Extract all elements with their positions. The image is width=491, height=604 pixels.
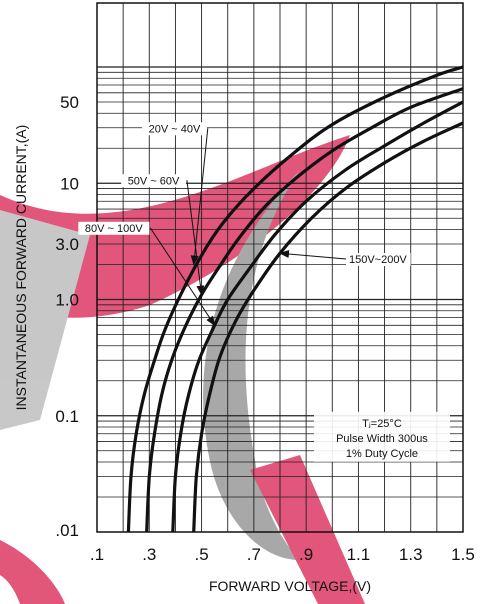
annotation-label-bg xyxy=(345,253,411,267)
series-curve-4 xyxy=(192,121,463,532)
y-tick-label: 1.0 xyxy=(55,291,79,310)
annotation-2: 50V ~ 60V xyxy=(121,174,205,296)
y-tick-label: 50 xyxy=(60,93,79,112)
annotation-label-bg xyxy=(142,122,207,136)
annotation-arrow xyxy=(186,180,205,296)
y-axis-title: INSTANTANEOUS FORWARD CURRENT,(A) xyxy=(13,125,29,411)
annotations: 20V ~ 40V 50V ~ 60V 80V ~ 100V 150V~200V xyxy=(78,122,411,327)
annotation-3: 80V ~ 100V xyxy=(78,221,216,327)
curves xyxy=(126,65,463,532)
series-curve-2 xyxy=(145,87,463,532)
y-tick-label: 3.0 xyxy=(55,235,79,254)
annotation-arrow xyxy=(279,250,347,260)
conditions-bg xyxy=(313,411,450,462)
annotation-label-bg xyxy=(78,221,150,235)
x-tick-label: 1.1 xyxy=(347,545,371,564)
x-tick-label: .5 xyxy=(194,545,208,564)
annotation-label: 150V~200V xyxy=(349,254,407,266)
annotation-label-bg xyxy=(121,174,186,188)
y-tick-label: 10 xyxy=(60,174,79,193)
x-tick-label: 1.3 xyxy=(399,545,423,564)
watermark-gray-wedge xyxy=(0,210,90,430)
condition-line-1: Tⱼ=25°C xyxy=(362,418,402,430)
x-tick-label: 1.5 xyxy=(451,545,475,564)
y-tick-labels: .01 0.1 1.0 3.0 10 50 xyxy=(55,93,79,540)
x-tick-labels: .1 .3 .5 .7 .9 1.1 1.3 1.5 xyxy=(90,545,475,564)
condition-line-2: Pulse Width 300us xyxy=(336,433,428,445)
conditions-box: Tⱼ=25°C Pulse Width 300us 1% Duty Cycle xyxy=(313,411,450,462)
x-tick-label: .3 xyxy=(142,545,156,564)
annotation-label: 80V ~ 100V xyxy=(85,223,143,235)
annotation-arrow xyxy=(149,227,216,327)
series-curve-1 xyxy=(126,65,463,532)
annotation-label: 20V ~ 40V xyxy=(149,123,201,135)
x-tick-label: .1 xyxy=(90,545,104,564)
watermark-red-slash xyxy=(250,455,365,604)
annotation-4: 150V~200V xyxy=(279,250,411,267)
y-tick-label: 0.1 xyxy=(55,407,79,426)
condition-line-3: 1% Duty Cycle xyxy=(346,448,418,460)
annotation-1: 20V ~ 40V xyxy=(142,122,209,266)
watermark-red-left-arc xyxy=(0,540,65,604)
y-tick-label: .01 xyxy=(55,521,79,540)
x-tick-label: .7 xyxy=(247,545,261,564)
annotation-arrow xyxy=(190,128,209,266)
x-tick-label: .9 xyxy=(299,545,313,564)
series-curve-3 xyxy=(171,100,463,532)
plot-frame xyxy=(96,2,464,533)
x-axis-title: FORWARD VOLTAGE,(V) xyxy=(209,578,371,594)
annotation-label: 50V ~ 60V xyxy=(128,175,180,187)
